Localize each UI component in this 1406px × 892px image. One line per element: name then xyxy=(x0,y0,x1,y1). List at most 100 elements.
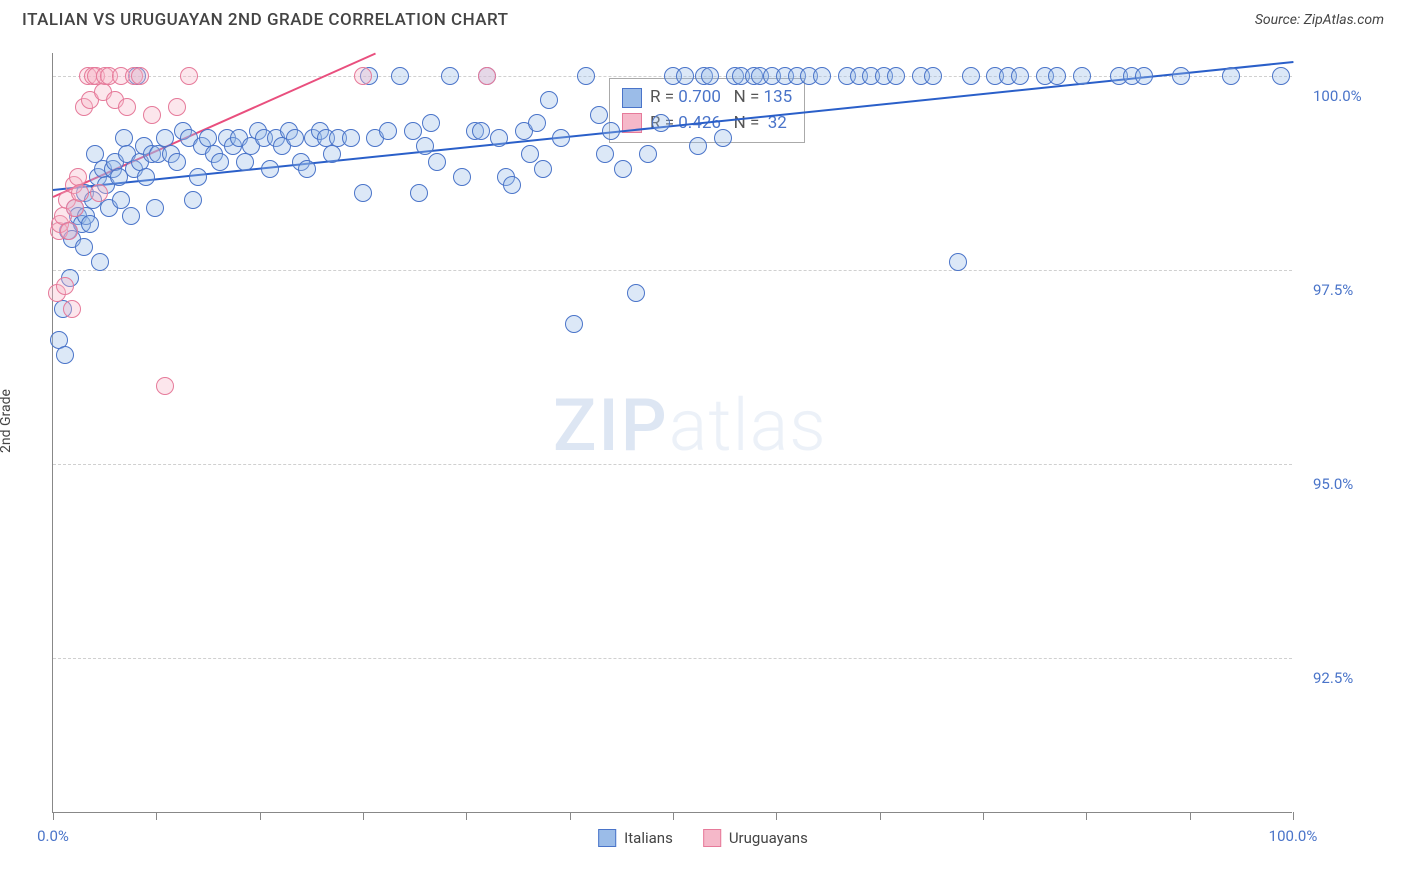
marker-italians xyxy=(714,129,732,147)
marker-uruguayans xyxy=(131,67,149,85)
marker-italians xyxy=(354,184,372,202)
marker-italians xyxy=(701,67,719,85)
x-tick xyxy=(1086,812,1087,820)
marker-uruguayans xyxy=(63,300,81,318)
marker-uruguayans xyxy=(180,67,198,85)
marker-italians xyxy=(490,129,508,147)
marker-italians xyxy=(422,114,440,132)
marker-italians xyxy=(122,207,140,225)
x-tick xyxy=(260,812,261,820)
marker-italians xyxy=(627,284,645,302)
marker-uruguayans xyxy=(71,184,89,202)
marker-italians xyxy=(565,315,583,333)
marker-italians xyxy=(1073,67,1091,85)
marker-italians xyxy=(428,153,446,171)
y-tick-label: 97.5% xyxy=(1313,281,1353,299)
marker-italians xyxy=(813,67,831,85)
marker-italians xyxy=(189,168,207,186)
marker-italians xyxy=(323,145,341,163)
marker-uruguayans xyxy=(143,106,161,124)
marker-italians xyxy=(91,253,109,271)
x-tick xyxy=(570,812,571,820)
gridline xyxy=(53,658,1292,659)
x-tick xyxy=(53,812,54,820)
watermark: ZIPatlas xyxy=(553,383,827,468)
legend-swatch xyxy=(703,829,721,847)
marker-italians xyxy=(924,67,942,85)
bottom-legend-label: Italians xyxy=(624,829,673,847)
x-tick xyxy=(983,812,984,820)
y-tick-label: 95.0% xyxy=(1313,475,1353,493)
x-tick xyxy=(776,812,777,820)
marker-italians xyxy=(1222,67,1240,85)
marker-italians xyxy=(577,67,595,85)
marker-italians xyxy=(441,67,459,85)
watermark-light: atlas xyxy=(669,383,827,468)
legend-text: R = 0.700 N = 135 xyxy=(650,85,792,111)
bottom-legend-item: Uruguayans xyxy=(703,829,808,847)
chart-source: Source: ZipAtlas.com xyxy=(1255,12,1384,28)
y-tick-label: 92.5% xyxy=(1313,669,1353,687)
marker-italians xyxy=(416,137,434,155)
marker-italians xyxy=(184,191,202,209)
marker-italians xyxy=(962,67,980,85)
marker-italians xyxy=(1011,67,1029,85)
x-tick-label: 100.0% xyxy=(1269,827,1318,845)
marker-uruguayans xyxy=(168,98,186,116)
marker-italians xyxy=(410,184,428,202)
x-tick xyxy=(363,812,364,820)
marker-italians xyxy=(652,114,670,132)
marker-uruguayans xyxy=(90,184,108,202)
x-tick xyxy=(673,812,674,820)
marker-italians xyxy=(342,129,360,147)
marker-italians xyxy=(1048,67,1066,85)
marker-italians xyxy=(1172,67,1190,85)
x-tick xyxy=(466,812,467,820)
marker-italians xyxy=(404,122,422,140)
marker-uruguayans xyxy=(118,98,136,116)
y-tick-label: 100.0% xyxy=(1313,87,1362,105)
marker-uruguayans xyxy=(66,199,84,217)
bottom-legend: Italians Uruguayans xyxy=(598,823,808,852)
stats-legend-row: R = 0.700 N = 135 xyxy=(622,85,792,111)
marker-italians xyxy=(211,153,229,171)
marker-italians xyxy=(590,106,608,124)
bottom-legend-item: Italians xyxy=(598,829,673,847)
marker-italians xyxy=(168,153,186,171)
bottom-legend-label: Uruguayans xyxy=(729,829,808,847)
plot-area: ZIPatlas R = 0.700 N = 135R = 0.426 N = … xyxy=(52,53,1292,813)
chart-title: ITALIAN VS URUGUAYAN 2ND GRADE CORRELATI… xyxy=(22,10,509,30)
marker-italians xyxy=(676,67,694,85)
legend-swatch xyxy=(598,829,616,847)
stats-legend: R = 0.700 N = 135R = 0.426 N = 32 xyxy=(609,78,805,143)
y-axis-label: 2nd Grade xyxy=(0,389,14,453)
marker-italians xyxy=(56,346,74,364)
marker-italians xyxy=(552,129,570,147)
marker-italians xyxy=(298,160,316,178)
marker-italians xyxy=(528,114,546,132)
marker-italians xyxy=(75,238,93,256)
marker-uruguayans xyxy=(156,377,174,395)
x-tick xyxy=(1190,812,1191,820)
marker-italians xyxy=(137,168,155,186)
watermark-bold: ZIP xyxy=(553,383,669,468)
marker-italians xyxy=(379,122,397,140)
marker-italians xyxy=(472,122,490,140)
x-tick xyxy=(156,812,157,820)
x-tick xyxy=(1293,812,1294,820)
marker-uruguayans xyxy=(60,222,78,240)
gridline xyxy=(53,270,1292,271)
marker-italians xyxy=(391,67,409,85)
marker-italians xyxy=(236,153,254,171)
marker-uruguayans xyxy=(354,67,372,85)
marker-italians xyxy=(521,145,539,163)
gridline xyxy=(53,464,1292,465)
chart-header: ITALIAN VS URUGUAYAN 2ND GRADE CORRELATI… xyxy=(0,0,1406,40)
marker-italians xyxy=(602,122,620,140)
marker-italians xyxy=(286,129,304,147)
marker-italians xyxy=(261,160,279,178)
x-tick-label: 0.0% xyxy=(37,827,69,845)
marker-uruguayans xyxy=(478,67,496,85)
marker-italians xyxy=(540,91,558,109)
marker-italians xyxy=(689,137,707,155)
